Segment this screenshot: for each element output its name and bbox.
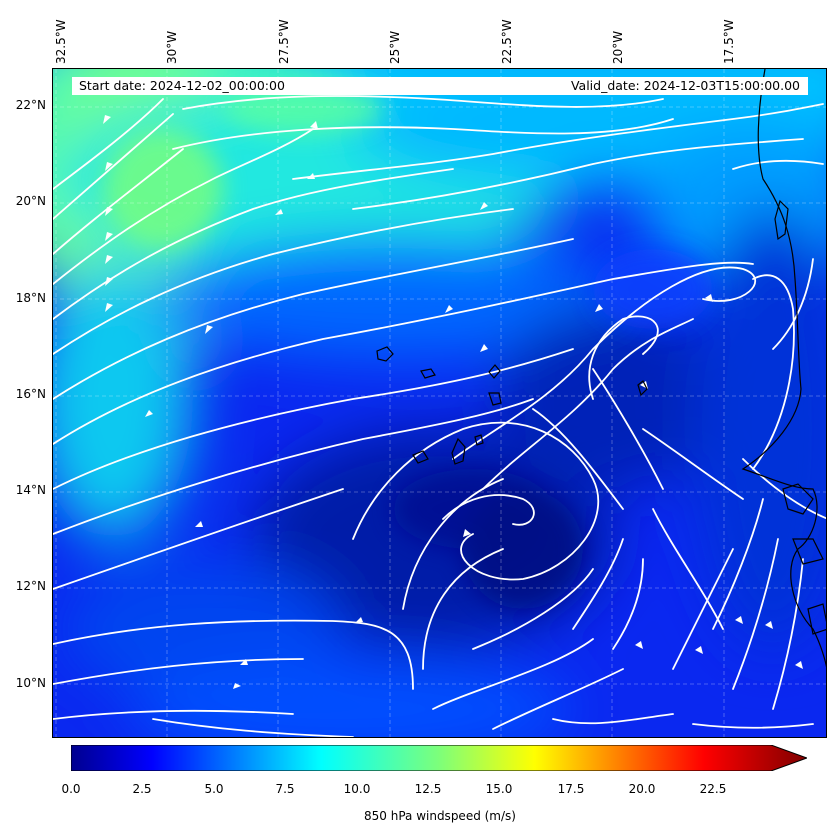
colorbar-tick: 2.5 <box>132 782 152 796</box>
streamline-arrows <box>103 115 803 689</box>
colorbar-tick: 22.5 <box>699 782 727 796</box>
lon-label: 22.5°W <box>500 19 514 64</box>
colorbar <box>71 745 807 771</box>
start-date-label: Start date: 2024-12-02_00:00:00 <box>79 78 285 93</box>
colorbar-gradient <box>71 745 807 771</box>
lat-label: 10°N <box>15 676 46 690</box>
info-bar: Start date: 2024-12-02_00:00:00 Valid_da… <box>72 77 808 95</box>
lat-label: 18°N <box>15 291 46 305</box>
lon-label: 32.5°W <box>54 19 68 64</box>
colorbar-tick: 7.5 <box>275 782 295 796</box>
lat-label: 20°N <box>15 194 46 208</box>
colorbar-tick: 17.5 <box>557 782 585 796</box>
colorbar-tick: 5.0 <box>204 782 224 796</box>
colorbar-tick: 20.0 <box>628 782 656 796</box>
lon-label: 20°W <box>611 30 625 64</box>
colorbar-label: 850 hPa windspeed (m/s) <box>364 809 516 823</box>
lat-label: 22°N <box>15 98 46 112</box>
coastline <box>376 69 826 668</box>
lat-label: 14°N <box>15 483 46 497</box>
gridlines <box>53 69 826 737</box>
lon-label: 17.5°W <box>722 19 736 64</box>
lon-label: 30°W <box>165 30 179 64</box>
colorbar-tick: 12.5 <box>414 782 442 796</box>
streamlines <box>53 95 826 737</box>
windspeed-detail <box>103 84 713 609</box>
lat-label: 12°N <box>15 579 46 593</box>
windspeed-map <box>53 69 826 737</box>
lon-label: 25°W <box>388 30 402 64</box>
colorbar-tick: 15.0 <box>485 782 513 796</box>
colorbar-tick: 10.0 <box>343 782 371 796</box>
lat-label: 16°N <box>15 387 46 401</box>
lon-label: 27.5°W <box>277 19 291 64</box>
colorbar-tick: 0.0 <box>61 782 81 796</box>
map-panel <box>52 68 827 738</box>
valid-date-label: Valid_date: 2024-12-03T15:00:00.00 <box>570 78 800 93</box>
